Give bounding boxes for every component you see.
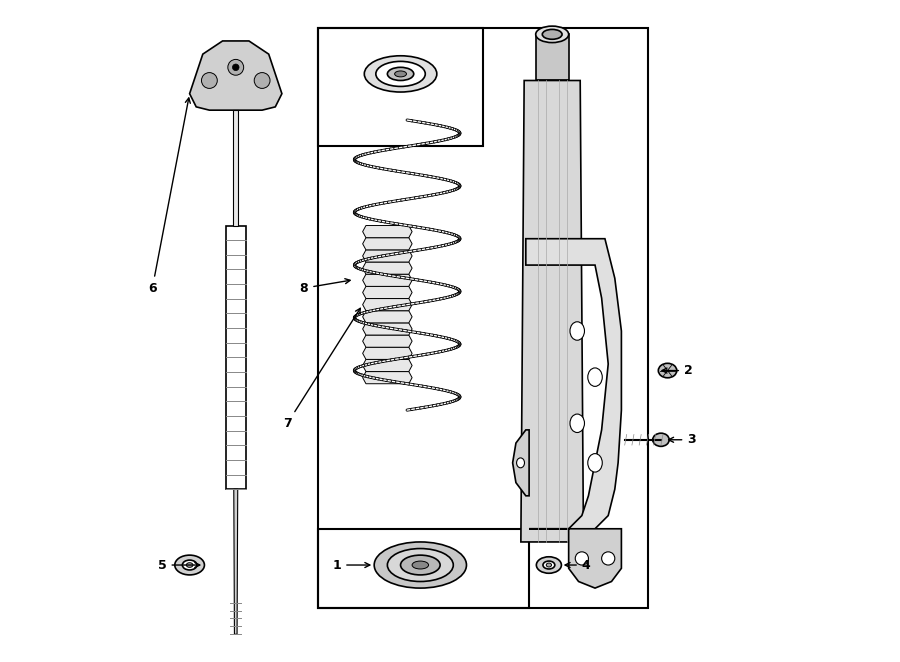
Polygon shape — [521, 81, 583, 542]
Text: 7: 7 — [283, 308, 360, 430]
Polygon shape — [363, 250, 412, 262]
Polygon shape — [363, 359, 412, 371]
Polygon shape — [363, 287, 412, 299]
Polygon shape — [363, 226, 412, 238]
Ellipse shape — [588, 453, 602, 472]
Polygon shape — [363, 262, 412, 274]
Ellipse shape — [387, 68, 414, 81]
Polygon shape — [363, 274, 412, 287]
Ellipse shape — [536, 26, 569, 42]
Text: 5: 5 — [158, 559, 200, 571]
Text: 4: 4 — [565, 559, 590, 571]
Ellipse shape — [387, 549, 454, 581]
Circle shape — [228, 60, 244, 75]
Polygon shape — [363, 310, 412, 323]
Ellipse shape — [186, 563, 193, 567]
Polygon shape — [190, 41, 282, 110]
Polygon shape — [363, 348, 412, 359]
Polygon shape — [363, 335, 412, 348]
Ellipse shape — [601, 552, 615, 565]
Text: 3: 3 — [669, 433, 696, 446]
Ellipse shape — [536, 557, 562, 573]
Polygon shape — [529, 529, 621, 588]
Ellipse shape — [575, 552, 589, 565]
Ellipse shape — [543, 29, 562, 39]
Ellipse shape — [543, 561, 554, 569]
Polygon shape — [234, 489, 238, 634]
Ellipse shape — [400, 555, 440, 575]
Polygon shape — [233, 110, 238, 226]
Polygon shape — [363, 299, 412, 310]
Polygon shape — [363, 238, 412, 250]
Ellipse shape — [588, 368, 602, 387]
Ellipse shape — [658, 363, 677, 378]
Ellipse shape — [364, 56, 436, 92]
Text: 1: 1 — [332, 559, 370, 571]
Polygon shape — [526, 239, 621, 536]
Text: 8: 8 — [300, 279, 350, 295]
Ellipse shape — [652, 433, 670, 446]
Ellipse shape — [374, 542, 466, 588]
Ellipse shape — [570, 322, 584, 340]
Ellipse shape — [570, 414, 584, 432]
Polygon shape — [363, 371, 412, 384]
Polygon shape — [363, 323, 412, 335]
Circle shape — [254, 73, 270, 89]
Text: 6: 6 — [148, 98, 190, 295]
Polygon shape — [536, 34, 569, 81]
Ellipse shape — [376, 62, 426, 87]
Ellipse shape — [546, 563, 552, 567]
Ellipse shape — [175, 555, 204, 575]
Ellipse shape — [183, 560, 197, 570]
Ellipse shape — [394, 71, 407, 77]
Circle shape — [202, 73, 217, 89]
Text: 2: 2 — [662, 364, 693, 377]
Polygon shape — [513, 430, 529, 496]
Ellipse shape — [517, 458, 525, 468]
Circle shape — [232, 64, 239, 71]
Ellipse shape — [412, 561, 428, 569]
